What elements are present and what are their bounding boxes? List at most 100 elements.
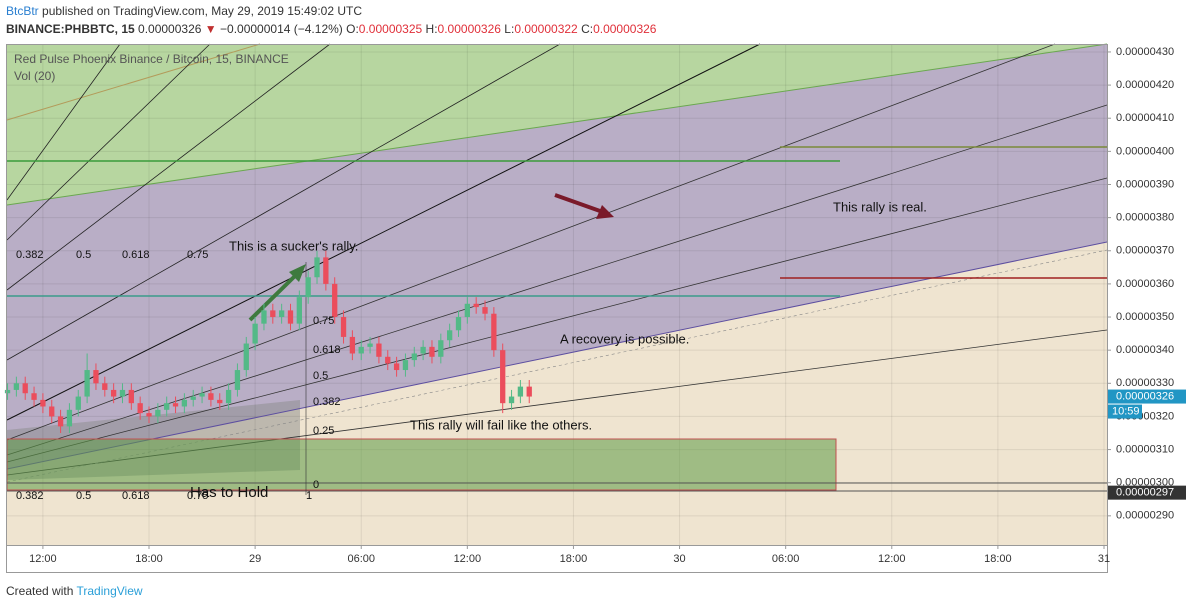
- candle-body: [225, 389, 232, 404]
- annotation: This rally will fail like the others.: [410, 417, 592, 432]
- countdown-bg: [1108, 404, 1142, 419]
- candle-body: [252, 323, 258, 344]
- fan-line: [6, 43, 331, 291]
- change: −0.00000014 (−4.12%): [220, 22, 343, 36]
- fib-label: 0.618: [122, 249, 150, 261]
- y-tick-label: 0.00000350: [1116, 311, 1174, 323]
- candle-body: [155, 409, 161, 417]
- annotation: This rally is real.: [833, 199, 927, 214]
- arrow: [554, 193, 601, 213]
- fan-line: [6, 43, 211, 241]
- candle-body: [420, 346, 426, 354]
- candle-body: [234, 370, 241, 390]
- candle-body: [102, 383, 108, 390]
- candle-body: [164, 403, 170, 410]
- candle-body: [40, 399, 46, 407]
- y-tick-label: 0.00000420: [1116, 79, 1174, 91]
- footer-brand: TradingView: [77, 584, 143, 598]
- labels: 0.382 0.5 0.618 0.75 0.75 0.618 0.5 0.38…: [14, 52, 927, 502]
- y-tick-label: 0.00000430: [1116, 46, 1174, 58]
- fib-label: 0.75: [313, 315, 334, 327]
- fan-line: [6, 104, 1108, 456]
- y-tick-label: 0.00000300: [1116, 477, 1174, 489]
- fib-label: 0: [313, 479, 319, 491]
- candle-body: [447, 330, 453, 341]
- candles: [4, 250, 532, 434]
- ohlc-value: 0.00000325: [359, 22, 423, 36]
- candle-body: [66, 409, 73, 427]
- fan-line: [6, 43, 261, 121]
- fib-label: 0.382: [16, 490, 44, 502]
- arrow-head: [596, 205, 614, 219]
- x-tick-label: 18:00: [135, 553, 163, 565]
- last-price: 0.00000326: [138, 22, 202, 36]
- candle-body: [438, 340, 444, 357]
- fib-label: 0.25: [313, 425, 334, 437]
- candle-body: [500, 350, 506, 404]
- y-tick-label: 0.00000290: [1116, 510, 1174, 522]
- published: published on TradingView.com, May 29, 20…: [42, 4, 362, 18]
- ohlc-key: O:: [346, 22, 359, 36]
- ohlc-value: 0.00000326: [593, 22, 657, 36]
- drawings: [6, 43, 1108, 495]
- candle-body: [75, 396, 81, 410]
- price-tag: [1108, 485, 1186, 500]
- x-tick-label: 18:00: [984, 553, 1012, 565]
- arrow-head: [289, 264, 306, 282]
- candle-body: [199, 393, 205, 397]
- fib-label: 0.382: [313, 396, 341, 408]
- candle-body: [464, 303, 470, 318]
- candle-body: [296, 297, 302, 324]
- candle-body: [508, 396, 515, 404]
- candle-body: [243, 343, 249, 371]
- y-tick-label: 0.00000360: [1116, 278, 1174, 290]
- fib-label: 0.618: [313, 344, 341, 356]
- header: BtcBtr published on TradingView.com, May…: [6, 4, 362, 18]
- y-tick-label: 0.00000390: [1116, 178, 1174, 190]
- candle-body: [278, 310, 285, 318]
- y-tick-label: 0.00000410: [1116, 112, 1174, 124]
- candle-body: [491, 313, 497, 351]
- symbol: BINANCE:PHBBTC, 15: [6, 22, 135, 36]
- candle-body: [482, 307, 488, 314]
- x-tick-label: 31: [1098, 553, 1110, 565]
- y-tick-label: 0.00000310: [1116, 443, 1174, 455]
- ohlc-key: C:: [581, 22, 593, 36]
- y-tick-label: 0.00000370: [1116, 245, 1174, 257]
- candle-body: [270, 310, 276, 318]
- candle-body: [128, 389, 134, 404]
- candle-body: [287, 310, 294, 324]
- pane-title: Red Pulse Phoenix Binance / Bitcoin, 15,…: [14, 52, 289, 66]
- candle-body: [517, 386, 524, 397]
- ohlc-key: H:: [426, 22, 438, 36]
- price-tag: [1108, 389, 1186, 404]
- fib-label: 0.75: [187, 490, 208, 502]
- candle-body: [332, 283, 338, 318]
- candle-body: [411, 353, 417, 361]
- candle-body: [57, 416, 64, 427]
- arrow-down: ▼: [205, 22, 217, 36]
- x-tick-label: 06:00: [772, 553, 800, 565]
- y-tick-label: 0.00000400: [1116, 145, 1174, 157]
- frame: [6, 44, 1108, 573]
- countdown: 10:59: [1112, 405, 1140, 417]
- ohlc-value: 0.00000322: [514, 22, 578, 36]
- candle-body: [146, 413, 152, 417]
- time-axis-bg: [7, 545, 1107, 572]
- fib-label: 0.5: [76, 249, 91, 261]
- candle-body: [208, 393, 214, 400]
- annotation: Has to Hold: [190, 484, 268, 501]
- fan-line: [6, 177, 1108, 463]
- candle-body: [376, 343, 382, 357]
- arrow: [248, 271, 300, 322]
- candle-body: [314, 257, 320, 278]
- volume-legend: Vol (20): [14, 69, 55, 83]
- candle-body: [393, 363, 400, 371]
- fan-line: [6, 43, 1108, 206]
- footer: Created with TradingView: [6, 584, 143, 598]
- candle-body: [455, 317, 462, 331]
- candle-body: [93, 370, 99, 384]
- candle-body: [119, 389, 126, 397]
- candle-body: [385, 356, 391, 364]
